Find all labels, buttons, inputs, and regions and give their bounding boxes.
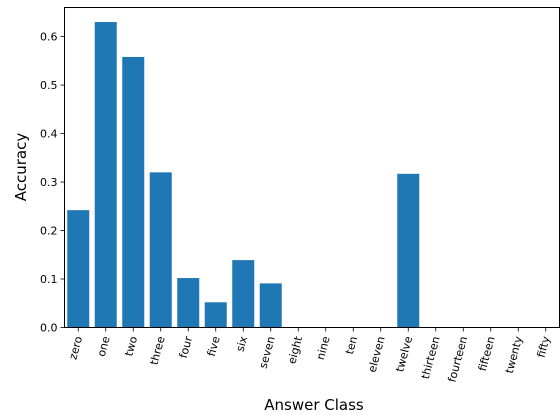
bars [67,22,420,328]
bar-twelve [397,173,420,328]
bar-six [232,260,255,328]
x-tick-label: six [234,334,251,353]
y-axis-ticks: 0.0 0.1 0.2 0.3 0.4 0.5 0.6 [40,31,65,335]
x-tick-label: fourteen [445,335,470,384]
x-tick-label: seven [257,335,278,370]
x-tick-label: three [148,335,168,367]
bar-three [149,172,172,328]
x-tick-label: two [122,335,140,358]
bar-one [94,22,117,328]
y-tick-label: 0.5 [40,79,58,92]
x-tick-label: nine [314,335,333,362]
bar-five [204,302,227,328]
bar-four [177,278,200,328]
x-tick-label: twenty [503,334,525,374]
x-axis-ticks: zero one two three four five six seven eight nine… [66,327,553,384]
x-tick-label: zero [66,335,85,361]
y-tick-label: 0.2 [40,225,58,238]
y-tick-label: 0.6 [40,31,58,44]
x-tick-label: twelve [393,335,415,374]
x-tick-label: four [177,334,195,359]
x-axis-label: Answer Class [264,396,364,414]
y-axis-label: Accuracy [12,133,30,202]
x-tick-label: ten [343,335,360,356]
x-tick-label: eleven [366,335,388,374]
y-tick-label: 0.0 [40,322,58,335]
x-tick-label: fifty [535,334,553,359]
x-tick-label: eight [285,334,305,365]
x-tick-label: one [95,335,113,358]
y-tick-label: 0.1 [40,273,58,286]
bar-two [122,56,145,328]
x-tick-label: fifteen [476,335,498,373]
bar-zero [67,210,90,328]
bar-seven [259,283,282,328]
x-tick-label: five [205,335,223,358]
x-tick-label: thirteen [419,335,443,381]
y-tick-label: 0.3 [40,176,58,189]
y-tick-label: 0.4 [40,128,58,141]
